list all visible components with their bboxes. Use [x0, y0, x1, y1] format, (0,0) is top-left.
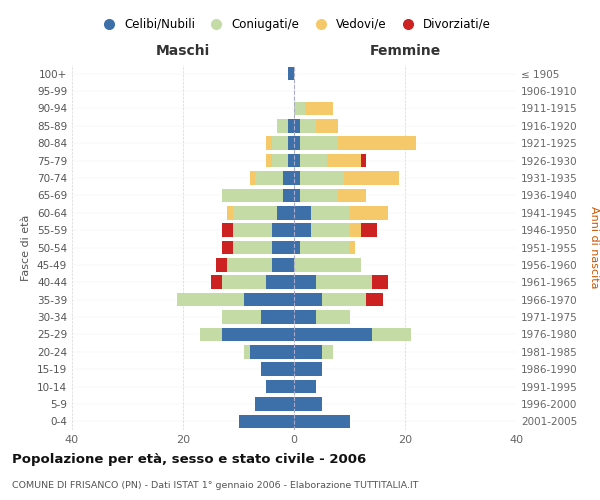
Bar	[349, 240, 355, 254]
Bar	[222, 224, 233, 237]
Bar	[299, 136, 338, 150]
Bar	[294, 206, 311, 220]
Bar	[255, 171, 283, 185]
Text: Femmine: Femmine	[370, 44, 440, 58]
Bar	[255, 397, 294, 410]
Bar	[305, 102, 333, 115]
Legend: Celibi/Nubili, Coniugati/e, Vedovi/e, Divorziati/e: Celibi/Nubili, Coniugati/e, Vedovi/e, Di…	[93, 14, 495, 34]
Bar	[222, 240, 233, 254]
Bar	[222, 276, 266, 289]
Bar	[311, 206, 349, 220]
Bar	[316, 119, 338, 132]
Text: Popolazione per età, sesso e stato civile - 2006: Popolazione per età, sesso e stato civil…	[12, 452, 366, 466]
Bar	[233, 206, 277, 220]
Bar	[216, 258, 227, 272]
Bar	[272, 136, 289, 150]
Bar	[316, 310, 349, 324]
Bar	[250, 171, 255, 185]
Bar	[272, 154, 289, 168]
Bar	[322, 293, 366, 306]
Bar	[294, 258, 361, 272]
Bar	[294, 171, 299, 185]
Bar	[311, 224, 349, 237]
Bar	[322, 345, 333, 358]
Bar	[272, 224, 294, 237]
Bar	[272, 258, 294, 272]
Bar	[294, 380, 316, 394]
Bar	[266, 136, 272, 150]
Bar	[294, 310, 316, 324]
Bar	[372, 276, 388, 289]
Bar	[349, 224, 361, 237]
Bar	[294, 224, 311, 237]
Bar	[289, 119, 294, 132]
Bar	[294, 328, 372, 341]
Bar	[200, 328, 222, 341]
Bar	[277, 119, 289, 132]
Bar	[233, 224, 272, 237]
Bar	[294, 119, 299, 132]
Bar	[294, 362, 322, 376]
Bar	[277, 206, 294, 220]
Text: COMUNE DI FRISANCO (PN) - Dati ISTAT 1° gennaio 2006 - Elaborazione TUTTITALIA.I: COMUNE DI FRISANCO (PN) - Dati ISTAT 1° …	[12, 481, 419, 490]
Bar	[222, 188, 283, 202]
Bar	[289, 154, 294, 168]
Bar	[244, 293, 294, 306]
Bar	[266, 276, 294, 289]
Text: Maschi: Maschi	[156, 44, 210, 58]
Bar	[299, 240, 349, 254]
Bar	[266, 380, 294, 394]
Bar	[222, 328, 294, 341]
Bar	[366, 293, 383, 306]
Bar	[244, 345, 250, 358]
Bar	[283, 188, 294, 202]
Bar	[289, 67, 294, 80]
Bar	[328, 154, 361, 168]
Bar	[294, 397, 322, 410]
Bar	[260, 310, 294, 324]
Bar	[222, 310, 260, 324]
Bar	[349, 206, 388, 220]
Bar	[294, 293, 322, 306]
Bar	[361, 154, 366, 168]
Bar	[260, 362, 294, 376]
Y-axis label: Anni di nascita: Anni di nascita	[589, 206, 599, 289]
Bar	[294, 154, 299, 168]
Bar	[266, 154, 272, 168]
Bar	[294, 240, 299, 254]
Bar	[294, 188, 299, 202]
Bar	[233, 240, 272, 254]
Bar	[227, 206, 233, 220]
Bar	[227, 258, 272, 272]
Bar	[294, 414, 349, 428]
Bar	[361, 224, 377, 237]
Bar	[289, 136, 294, 150]
Bar	[294, 276, 316, 289]
Bar	[316, 276, 372, 289]
Bar	[239, 414, 294, 428]
Bar	[294, 345, 322, 358]
Bar	[250, 345, 294, 358]
Bar	[211, 276, 222, 289]
Bar	[283, 171, 294, 185]
Bar	[372, 328, 410, 341]
Bar	[272, 240, 294, 254]
Bar	[299, 171, 344, 185]
Bar	[294, 136, 299, 150]
Bar	[344, 171, 400, 185]
Y-axis label: Fasce di età: Fasce di età	[22, 214, 31, 280]
Bar	[294, 102, 305, 115]
Bar	[299, 188, 338, 202]
Bar	[338, 188, 366, 202]
Bar	[299, 154, 328, 168]
Bar	[299, 119, 316, 132]
Bar	[338, 136, 416, 150]
Bar	[178, 293, 244, 306]
